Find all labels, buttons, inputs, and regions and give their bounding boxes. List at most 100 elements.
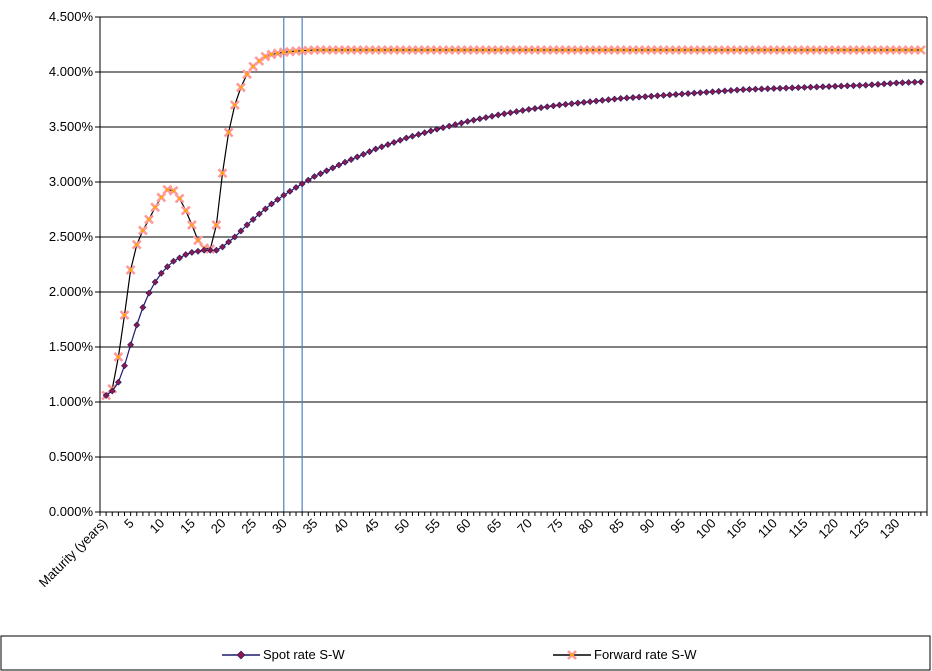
data-point: [108, 387, 116, 395]
x-marker-center: [300, 49, 304, 53]
data-point: [525, 105, 533, 113]
data-point: [586, 98, 594, 106]
x-marker-center: [753, 48, 758, 52]
x-marker-center: [533, 48, 537, 52]
data-point: [825, 83, 833, 90]
data-point: [384, 141, 392, 149]
y-tick-label: 0.500%: [49, 449, 94, 464]
data-point: [396, 136, 404, 144]
y-tick-label: 2.000%: [49, 284, 94, 299]
data-point: [353, 153, 361, 161]
x-marker-center: [686, 48, 690, 52]
x-marker-center: [459, 48, 464, 52]
x-marker-center: [147, 217, 151, 221]
data-point: [813, 83, 821, 91]
data-point: [176, 254, 184, 262]
data-point: [727, 87, 735, 94]
x-marker-center: [649, 48, 653, 52]
x-marker-center: [349, 48, 353, 52]
x-marker-center: [386, 48, 390, 52]
x-marker-center: [600, 48, 604, 52]
data-point: [605, 96, 612, 104]
data-point: [347, 156, 355, 163]
x-marker-center: [735, 48, 739, 52]
data-point: [421, 129, 429, 137]
y-tick-label: 1.000%: [49, 394, 94, 409]
x-marker-center: [404, 48, 408, 52]
x-marker-center: [576, 48, 580, 52]
x-marker-center: [741, 48, 745, 52]
x-marker-center: [435, 48, 439, 52]
x-marker-center: [306, 48, 310, 52]
x-marker-center: [625, 48, 629, 52]
x-marker-center: [717, 48, 721, 52]
x-marker-center: [227, 130, 231, 135]
x-marker-center: [355, 48, 359, 52]
x-marker-center: [276, 51, 280, 55]
x-marker-center: [888, 48, 892, 52]
x-marker-center: [245, 72, 249, 76]
data-point: [807, 83, 815, 91]
data-point: [886, 80, 894, 87]
data-point: [451, 121, 459, 129]
x-marker-center: [551, 48, 555, 52]
x-marker-center: [668, 48, 672, 52]
reference-lines: [283, 17, 303, 512]
data-point: [329, 164, 337, 172]
data-point: [193, 235, 203, 246]
x-marker-center: [502, 48, 506, 52]
x-tick-label: 125: [846, 516, 872, 542]
data-point: [580, 98, 588, 106]
data-point: [611, 95, 619, 103]
data-point: [868, 81, 876, 89]
data-point: [335, 161, 343, 169]
x-marker-center: [833, 48, 837, 52]
x-marker-center: [894, 48, 898, 52]
series-forward-rate: [101, 45, 926, 401]
series-line: [105, 49, 921, 396]
data-point: [899, 79, 906, 87]
x-marker-center: [882, 48, 886, 52]
x-marker-center: [251, 64, 255, 69]
data-point: [280, 191, 288, 199]
data-point: [862, 81, 870, 89]
data-point: [188, 248, 196, 256]
data-point: [249, 215, 257, 223]
y-tick-label: 3.000%: [49, 174, 94, 189]
data-point: [568, 100, 576, 108]
data-point: [119, 310, 130, 321]
data-point: [598, 96, 606, 104]
data-point: [690, 89, 698, 97]
data-point: [341, 158, 349, 166]
x-marker-center: [729, 48, 733, 52]
x-marker-center: [674, 48, 678, 52]
x-tick-label: 130: [877, 516, 903, 542]
x-marker-center: [723, 48, 727, 52]
x-marker-center: [594, 48, 598, 52]
legend: Spot rate S-W Forward rate S-W: [0, 635, 931, 671]
x-tick-label: 15: [177, 516, 198, 537]
data-point: [494, 111, 502, 119]
data-point: [212, 246, 220, 254]
data-point: [150, 202, 161, 213]
data-point: [378, 143, 386, 151]
data-point: [770, 85, 778, 92]
data-point: [229, 100, 240, 110]
x-tick-label: 95: [667, 516, 688, 537]
data-point: [850, 82, 857, 90]
x-marker-center: [692, 48, 696, 52]
data-point: [156, 192, 167, 203]
x-axis-title: Maturity (years): [36, 516, 110, 590]
data-point: [801, 83, 808, 91]
x-marker-center: [557, 48, 562, 52]
x-marker-center: [655, 48, 660, 52]
data-point: [139, 303, 147, 311]
x-tick-label: 90: [637, 516, 658, 537]
x-marker-center: [508, 48, 513, 52]
data-point: [543, 103, 551, 111]
data-point: [733, 86, 741, 94]
data-point: [843, 82, 851, 90]
x-marker-center: [178, 196, 182, 201]
data-point: [764, 85, 772, 93]
